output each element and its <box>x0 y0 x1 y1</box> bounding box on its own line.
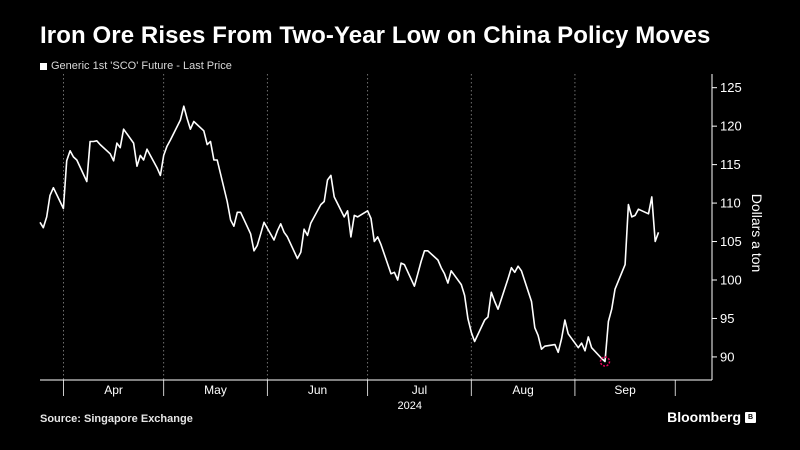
gridlines <box>63 74 576 380</box>
brand-name: Bloomberg <box>667 409 741 425</box>
bloomberg-logo: Bloomberg B <box>667 409 756 425</box>
legend: Generic 1st 'SCO' Future - Last Price <box>40 60 232 72</box>
y-axis-ticks: 90 95 100 105 110 115 120 125 <box>712 80 742 364</box>
source-note: Source: Singapore Exchange <box>40 413 193 425</box>
y-tick-label: 95 <box>720 311 734 326</box>
x-tick-label: Apr <box>104 383 123 397</box>
chart-title: Iron Ore Rises From Two-Year Low on Chin… <box>40 22 711 49</box>
bloomberg-mark-icon: B <box>745 411 756 423</box>
x-tick-label: Jul <box>412 383 427 397</box>
x-tick-label: Aug <box>512 383 533 397</box>
legend-swatch <box>40 62 47 70</box>
legend-label: Generic 1st 'SCO' Future - Last Price <box>51 60 232 72</box>
x-tick-label: Jun <box>308 383 327 397</box>
axes <box>40 74 713 381</box>
y-tick-label: 115 <box>720 157 741 172</box>
two-year-low-marker <box>599 356 611 367</box>
x-tick-label: Sep <box>614 383 636 397</box>
y-tick-label: 125 <box>720 80 742 95</box>
x-axis-year-label: 2024 <box>398 400 422 410</box>
y-axis-label: Dollars a ton <box>749 194 765 273</box>
y-tick-label: 100 <box>720 273 742 288</box>
price-line <box>39 105 660 363</box>
y-tick-label: 90 <box>720 349 734 364</box>
line-chart: Apr May Jun Jul Aug Sep 90 95 100 105 110 115 120 12… <box>39 74 765 410</box>
y-tick-label: 110 <box>720 196 741 211</box>
y-tick-label: 105 <box>720 234 742 249</box>
y-tick-label: 120 <box>720 119 742 134</box>
x-axis-ticks: Apr May Jun Jul Aug Sep <box>63 380 676 397</box>
x-tick-label: May <box>204 383 227 397</box>
